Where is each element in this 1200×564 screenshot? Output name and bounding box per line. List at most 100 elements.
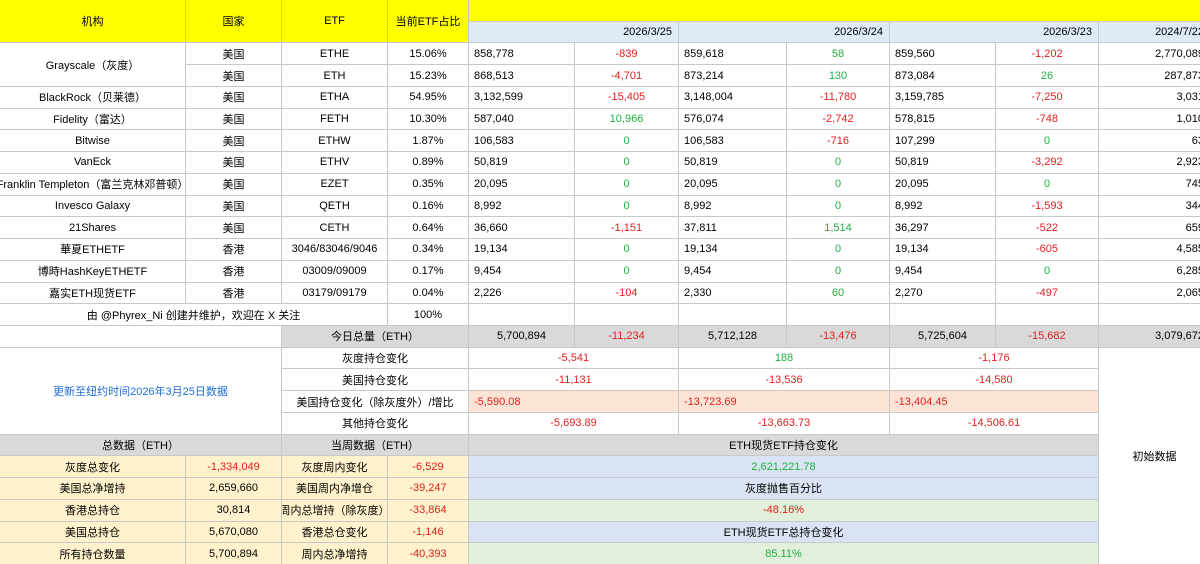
org-name: BlackRock（贝莱德）: [0, 86, 185, 108]
etf-ticker: 03009/09009: [282, 260, 387, 282]
holding-initial: 6,285: [1099, 260, 1200, 282]
holding-initial: 4,585: [1099, 239, 1200, 260]
holding: 36,660: [469, 217, 574, 239]
change-value: 188: [679, 347, 889, 369]
holding-change: 0: [787, 195, 889, 217]
today-total-change: -13,476: [787, 325, 889, 347]
holding: 858,778: [469, 43, 574, 65]
summary-key: 美国总净增持: [0, 478, 185, 499]
date-header: 2026/3/23: [890, 21, 1098, 43]
holding: 19,134: [469, 239, 574, 260]
org-name: 博時HashKeyETHETF: [0, 260, 185, 282]
holding-change: -1,151: [575, 217, 678, 239]
summary-key: 美国总持仓: [0, 521, 185, 543]
holding: 873,214: [679, 65, 786, 86]
holding: 9,454: [469, 260, 574, 282]
country: 美国: [186, 65, 281, 86]
holding-initial: 2,770,089: [1099, 43, 1200, 65]
holding: 859,618: [679, 43, 786, 65]
today-total: 5,725,604: [890, 325, 995, 347]
holding: 9,454: [890, 260, 995, 282]
etf-share: 0.34%: [388, 239, 468, 260]
empty-cell: [890, 304, 995, 325]
etf-ticker: 03179/09179: [282, 282, 387, 304]
header-band: [469, 0, 1200, 21]
today-total: 5,700,894: [469, 325, 574, 347]
holding: 8,992: [469, 195, 574, 217]
holding-change: 130: [787, 65, 889, 86]
summary-spot-header: ETH现货ETF持仓变化: [469, 434, 1098, 456]
etf-ticker: ETHV: [282, 152, 387, 173]
holding-initial: 2,923: [1099, 152, 1200, 173]
holding-change: -1,202: [996, 43, 1098, 65]
credit-note: 由 @Phyrex_Ni 创建并维护，欢迎在 X 关注: [0, 304, 387, 325]
org-name: 嘉实ETH现货ETF: [0, 282, 185, 304]
org-name: Grayscale（灰度）: [0, 43, 185, 86]
etf-share: 0.17%: [388, 260, 468, 282]
summary-spot-cell: -48.16%: [469, 499, 1098, 521]
holding: 20,095: [469, 173, 574, 195]
date-header: 2026/3/25: [469, 21, 678, 43]
holding-change: -4,701: [575, 65, 678, 86]
empty-cell: [996, 304, 1098, 325]
country: 美国: [186, 217, 281, 239]
update-note: 更新至纽约时间2026年3月25日数据: [0, 347, 281, 434]
country: 美国: [186, 43, 281, 65]
country: 香港: [186, 239, 281, 260]
change-value: -13,536: [679, 369, 889, 391]
etf-ticker: QETH: [282, 195, 387, 217]
etf-ticker: EZET: [282, 173, 387, 195]
holding-change: 0: [575, 130, 678, 152]
holding-change: -748: [996, 108, 1098, 130]
holding: 19,134: [890, 239, 995, 260]
etf-ticker: ETH: [282, 65, 387, 86]
holding: 20,095: [890, 173, 995, 195]
empty-cell: [469, 304, 574, 325]
etf-share: 1.87%: [388, 130, 468, 152]
change-value: -1,176: [890, 347, 1098, 369]
holding-change: 58: [787, 43, 889, 65]
holding-initial: 659: [1099, 217, 1200, 239]
summary-week-value: -39,247: [388, 478, 468, 499]
holding: 859,560: [890, 43, 995, 65]
holding: 3,159,785: [890, 86, 995, 108]
summary-key: 灰度总变化: [0, 456, 185, 478]
holding: 107,299: [890, 130, 995, 152]
country: 美国: [186, 173, 281, 195]
holding: 2,226: [469, 282, 574, 304]
etf-ticker: 3046/83046/9046: [282, 239, 387, 260]
header-org: 机构: [0, 0, 185, 43]
etf-share: 54.95%: [388, 86, 468, 108]
org-name: Fidelity（富达）: [0, 108, 185, 130]
total-share: 100%: [388, 304, 468, 325]
change-value: -13,404.45: [890, 391, 1098, 412]
empty-cell: [0, 325, 281, 347]
today-total-change: -11,234: [575, 325, 678, 347]
country: 美国: [186, 108, 281, 130]
holding-change: 0: [575, 195, 678, 217]
holding-change: -497: [996, 282, 1098, 304]
org-name: 華夏ETHETF: [0, 239, 185, 260]
etf-share: 0.16%: [388, 195, 468, 217]
country: 美国: [186, 195, 281, 217]
holding: 106,583: [679, 130, 786, 152]
summary-spot-cell: 85.11%: [469, 543, 1098, 564]
holding: 50,819: [469, 152, 574, 173]
holding-change: 0: [787, 152, 889, 173]
org-name: Invesco Galaxy: [0, 195, 185, 217]
holding: 868,513: [469, 65, 574, 86]
holding-change: 0: [575, 173, 678, 195]
country: 美国: [186, 86, 281, 108]
header-share: 当前ETF占比: [388, 0, 468, 43]
holding-change: -839: [575, 43, 678, 65]
summary-spot-cell: 灰度抛售百分比: [469, 478, 1098, 499]
org-name: Bitwise: [0, 130, 185, 152]
etf-share: 0.64%: [388, 217, 468, 239]
change-value: -5,693.89: [469, 412, 678, 434]
change-value: -5,541: [469, 347, 678, 369]
summary-week-key: 美国周内净增仓: [282, 478, 387, 499]
change-label: 灰度持仓变化: [282, 347, 468, 369]
holding-initial: 745: [1099, 173, 1200, 195]
holding-change: 0: [996, 130, 1098, 152]
holding-initial: 1,010: [1099, 108, 1200, 130]
